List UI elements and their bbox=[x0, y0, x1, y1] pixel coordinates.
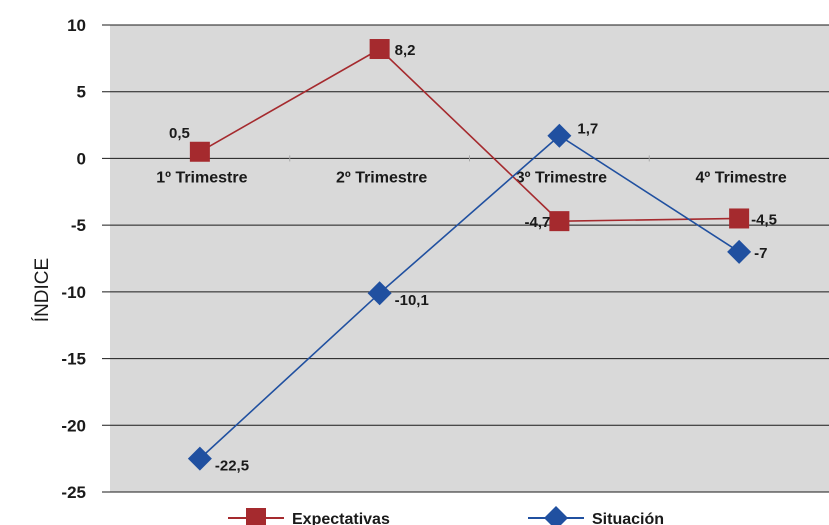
data-point-diamond bbox=[187, 446, 212, 471]
y-tick-label: 5 bbox=[77, 83, 86, 102]
series-situacion: -22,5 -10,1 1,7 -7 bbox=[187, 121, 767, 475]
data-label: 0,5 bbox=[169, 125, 190, 142]
series-line bbox=[199, 48, 740, 222]
data-point-diamond bbox=[367, 281, 392, 306]
y-tick-label: -10 bbox=[61, 283, 86, 302]
data-point-diamond bbox=[727, 239, 752, 264]
data-point-square bbox=[189, 141, 210, 162]
legend-item-expectativas: Expectativas bbox=[228, 508, 390, 525]
y-tick-label: 10 bbox=[67, 16, 86, 35]
y-tick-label: 0 bbox=[77, 149, 86, 168]
data-point-square bbox=[549, 211, 570, 232]
x-axis: 1º Trimestre 2º Trimestre 3º Trimestre 4º T… bbox=[156, 155, 787, 186]
data-label: -22,5 bbox=[215, 458, 249, 475]
x-tick-label: 3º Trimestre bbox=[516, 169, 607, 186]
data-point-diamond bbox=[547, 123, 572, 148]
y-tick-labels: 10 5 0 -5 -10 -15 -20 -25 bbox=[61, 16, 86, 502]
legend: Expectativas Situación bbox=[228, 506, 664, 525]
x-tick-label: 4º Trimestre bbox=[696, 169, 787, 186]
series-group: 0,5 8,2 -4,7 -4,5 -22,5 -10,1 1,7 -7 bbox=[169, 39, 777, 475]
legend-marker-square bbox=[246, 508, 266, 525]
y-tick-label: -25 bbox=[61, 483, 86, 502]
y-tick-label: -15 bbox=[61, 350, 86, 369]
legend-marker-diamond bbox=[544, 506, 568, 525]
data-label: 1,7 bbox=[577, 121, 598, 138]
data-point-square bbox=[369, 39, 390, 60]
data-label: 8,2 bbox=[395, 42, 416, 59]
legend-label: Situación bbox=[592, 511, 664, 525]
data-label: -4,7 bbox=[525, 214, 551, 231]
series-expectativas: 0,5 8,2 -4,7 -4,5 bbox=[169, 39, 777, 232]
data-label: -4,5 bbox=[751, 211, 777, 228]
x-tick-label: 2º Trimestre bbox=[336, 169, 427, 186]
data-label: -10,1 bbox=[395, 292, 429, 309]
gridlines bbox=[102, 24, 829, 493]
legend-item-situacion: Situación bbox=[528, 506, 664, 525]
y-tick-label: -5 bbox=[71, 216, 86, 235]
y-axis-title: ÍNDICE bbox=[32, 258, 53, 322]
series-line bbox=[199, 134, 740, 460]
y-tick-label: -20 bbox=[61, 416, 86, 435]
x-tick-label: 1º Trimestre bbox=[156, 169, 247, 186]
legend-label: Expectativas bbox=[292, 511, 390, 525]
data-label: -7 bbox=[754, 245, 767, 262]
data-point-square bbox=[729, 208, 750, 229]
plot-area bbox=[110, 25, 829, 492]
